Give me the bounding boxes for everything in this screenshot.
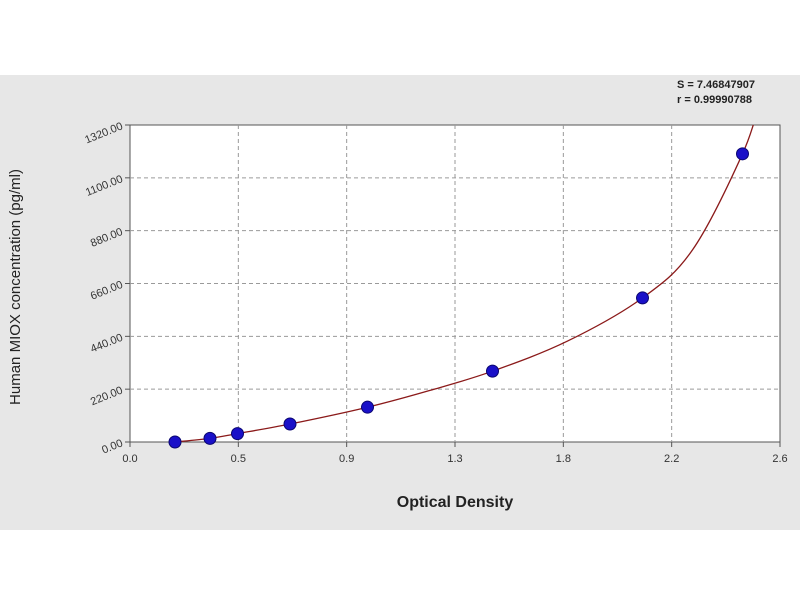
y-tick-label: 1100.00 — [84, 173, 125, 199]
x-tick-label: 1.8 — [556, 453, 571, 465]
data-point — [361, 400, 374, 414]
data-point — [283, 417, 297, 431]
y-tick-label: 0.00 — [100, 437, 124, 456]
y-axis-ticks: 0.00 220.00 440.00 660.00 880.00 1100.00 1320.… — [83, 120, 130, 457]
data-points — [168, 147, 749, 449]
y-axis-label: Human MIOX concentration (pg/ml) — [7, 169, 24, 405]
fit-stat-s: S = 7.46847907 — [677, 79, 755, 91]
x-tick-label: 2.2 — [664, 453, 679, 465]
data-point — [486, 364, 499, 378]
data-point — [168, 435, 182, 449]
y-tick-label: 1320.00 — [83, 120, 124, 146]
chart-panel: 0.00 220.00 440.00 660.00 880.00 1100.00 1320.… — [0, 75, 800, 530]
x-tick-label: 0.5 — [231, 453, 246, 465]
y-tick-label: 440.00 — [89, 332, 125, 356]
data-point — [203, 431, 217, 445]
y-tick-label: 220.00 — [89, 385, 125, 409]
data-point — [636, 291, 649, 305]
y-tick-label: 880.00 — [89, 226, 125, 250]
data-point — [231, 427, 244, 441]
standard-curve-chart: 0.00 220.00 440.00 660.00 880.00 1100.00 1320.… — [7, 79, 788, 511]
data-point — [736, 147, 749, 161]
x-tick-label: 1.3 — [447, 453, 462, 465]
x-tick-label: 2.6 — [772, 453, 787, 465]
gridlines — [130, 125, 780, 442]
x-tick-label: 0.0 — [122, 453, 137, 465]
x-tick-label: 0.9 — [339, 453, 354, 465]
y-tick-label: 660.00 — [89, 279, 125, 303]
x-axis-label: Optical Density — [397, 494, 514, 511]
fit-stat-r: r = 0.99990788 — [677, 94, 752, 106]
x-axis-ticks: 0.0 0.5 0.9 1.3 1.8 2.2 2.6 — [122, 442, 788, 465]
